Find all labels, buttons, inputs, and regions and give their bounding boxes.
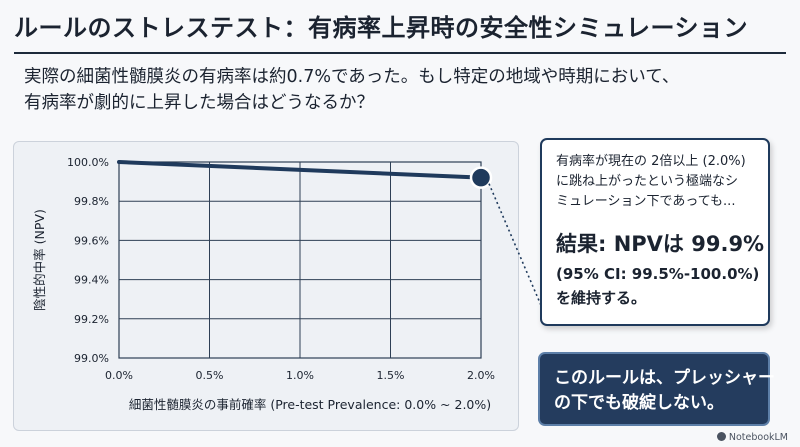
callout-note: 有病率が現在の 2倍以上 (2.0%) に跳ね上がったという極端なシ ミュレーシ… (556, 152, 756, 212)
callout-detail-line-2: を維持する。 (556, 289, 647, 307)
y-tick-label: 99.0% (74, 352, 109, 365)
callout-note-line-2: に跳ね上がったという極端なシ (556, 174, 739, 189)
npv-line (117, 160, 483, 180)
x-tick-label: 0.5% (196, 369, 224, 382)
y-tick-label: 99.2% (74, 313, 109, 326)
callout-leader-line (488, 183, 547, 318)
page-title: ルールのストレステスト：有病率上昇時の安全性シミュレーション (14, 14, 749, 42)
brand-watermark: NotebookLM (716, 432, 788, 443)
x-tick-label: 2.0% (467, 369, 495, 382)
intro-line-1: 実際の細菌性髄膜炎の有病率は約0.7%であった。もし特定の地域や時期において、 (24, 67, 680, 87)
conclusion-line-1: このルールは、プレッシャー (554, 368, 775, 388)
intro-line-2: 有病率が劇的に上昇した場合はどうなるか？ (24, 93, 374, 113)
x-tick-label: 0.0% (105, 369, 133, 382)
callout-note-line-3: ミュレーション下であっても... (556, 194, 736, 209)
callout-note-line-1: 有病率が現在の 2倍以上 (2.0%) (556, 154, 746, 169)
y-tick-label: 100.0% (67, 156, 109, 169)
callout-detail-line-1: (95% CI: 99.5%-100.0%) (556, 265, 760, 283)
x-axis-label: 細菌性髄膜炎の事前確率 (Pre-test Prevalence: 0.0% ~… (129, 397, 491, 412)
npv-chart: 99.0% 99.2% 99.4% 99.6% 99.8% 100.0% 0.0% 0.5% 1… (32, 156, 547, 412)
chart-panel: 99.0% 99.2% 99.4% 99.6% 99.8% 100.0% 0.0% 0.5% 1… (13, 141, 547, 431)
y-tick-label: 99.6% (74, 234, 109, 247)
y-tick-label: 99.4% (74, 274, 109, 287)
y-axis-label: 陰性的中率 (NPV) (32, 209, 47, 311)
x-tick-label: 1.0% (286, 369, 314, 382)
y-tick-label: 99.8% (74, 195, 109, 208)
highlight-point (469, 166, 493, 189)
callout-headline: 結果: NPVは 99.9% (556, 232, 765, 256)
brand-logo-icon (716, 432, 726, 441)
conclusion-line-2: の下でも破綻しない。 (554, 393, 724, 413)
result-callout: 有病率が現在の 2倍以上 (2.0%) に跳ね上がったという極端なシ ミュレーシ… (540, 138, 770, 326)
x-tick-label: 1.5% (377, 369, 405, 382)
title-underline (14, 52, 786, 54)
brand-label: NotebookLM (728, 432, 788, 443)
intro-text: 実際の細菌性髄膜炎の有病率は約0.7%であった。もし特定の地域や時期において、 … (24, 64, 764, 116)
conclusion-box: このルールは、プレッシャー の下でも破綻しない。 (538, 352, 775, 426)
callout-detail: (95% CI: 99.5%-100.0%) を維持する。 (556, 262, 760, 310)
